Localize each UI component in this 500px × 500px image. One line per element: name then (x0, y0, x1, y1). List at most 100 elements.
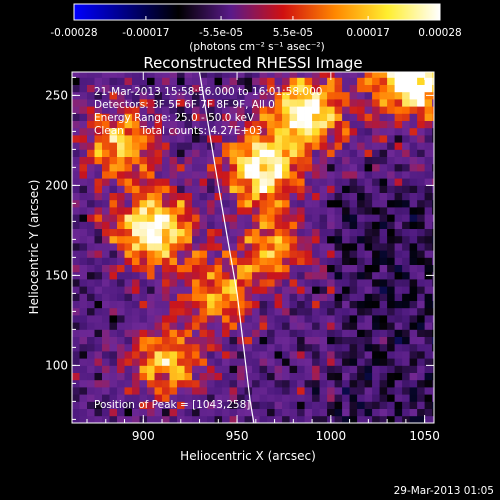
heatmap-cell (304, 257, 313, 265)
heatmap-cell (394, 99, 403, 107)
heatmap-cell (244, 228, 253, 237)
heatmap-cell (417, 307, 426, 316)
heatmap-cell (229, 300, 238, 309)
annotation-method-counts: Clean Total counts: 4.27E+03 (94, 125, 263, 137)
heatmap-cell (72, 300, 80, 309)
heatmap-cell (184, 228, 193, 237)
heatmap-cell (417, 171, 426, 179)
heatmap-cell (139, 99, 148, 107)
heatmap-cell (297, 365, 305, 373)
heatmap-cell (282, 365, 290, 373)
heatmap-cell (424, 171, 433, 179)
heatmap-cell (319, 171, 328, 179)
heatmap-cell (169, 329, 178, 337)
heatmap-cell (297, 279, 305, 287)
heatmap-cell (372, 372, 381, 381)
heatmap-cell (304, 171, 313, 179)
heatmap-cell (214, 379, 223, 388)
heatmap-cell (274, 214, 283, 222)
heatmap-cell (177, 401, 185, 409)
heatmap-cell (192, 106, 200, 114)
heatmap-cell (417, 228, 426, 237)
plot-frame (71, 71, 435, 424)
heatmap-cell (424, 192, 433, 201)
heatmap-cell (237, 72, 245, 78)
heatmap-cell (267, 286, 275, 294)
heatmap-cell (357, 235, 366, 244)
heatmap-cell (154, 221, 163, 229)
heatmap-cell (132, 77, 140, 85)
heatmap-cell (394, 113, 403, 121)
heatmap-cell (184, 99, 193, 107)
heatmap-cell (379, 372, 388, 381)
heatmap-cell (102, 243, 110, 251)
heatmap-cell (117, 372, 125, 381)
heatmap-cell (132, 415, 140, 423)
heatmap-cell (259, 77, 268, 85)
heatmap-cell (109, 106, 118, 114)
heatmap-cell (364, 185, 373, 193)
heatmap-cell (364, 286, 373, 294)
heatmap-cell (102, 178, 110, 186)
heatmap-cell (334, 228, 343, 237)
heatmap-cell (282, 113, 290, 121)
heatmap-cell (72, 401, 80, 409)
heatmap-cell (402, 106, 411, 114)
heatmap-cell (394, 221, 403, 229)
heatmap-cell (409, 120, 418, 129)
heatmap-cell (79, 120, 88, 129)
heatmap-cell (342, 415, 350, 423)
heatmap-cell (319, 351, 328, 359)
heatmap-cell (282, 135, 290, 143)
heatmap-cell (244, 250, 253, 258)
heatmap-cell (214, 372, 223, 381)
heatmap-cell (102, 171, 110, 179)
heatmap-cell (79, 286, 88, 294)
heatmap-cell (304, 228, 313, 237)
heatmap-cell (237, 279, 245, 287)
heatmap-cell (237, 207, 245, 215)
heatmap-cell (379, 300, 388, 309)
heatmap-cell (109, 401, 118, 409)
heatmap-cell (379, 358, 388, 366)
heatmap-cell (417, 279, 426, 287)
heatmap-cell (229, 264, 238, 273)
heatmap-cell (282, 379, 290, 388)
heatmap-cell (424, 293, 433, 301)
heatmap-cell (237, 271, 245, 280)
heatmap-cell (139, 192, 148, 201)
heatmap-cell (402, 207, 411, 215)
heatmap-cell (94, 394, 103, 402)
heatmap-cell (259, 99, 268, 107)
heatmap-cell (372, 401, 381, 409)
heatmap-cell (124, 84, 133, 93)
heatmap-cell (267, 415, 275, 423)
heatmap-cell (334, 142, 343, 150)
x-axis-label: Heliocentric X (arcsec) (180, 449, 316, 463)
heatmap-cell (312, 113, 320, 121)
heatmap-cell (274, 394, 283, 402)
heatmap-cell (432, 243, 434, 251)
heatmap-cell (117, 315, 125, 323)
heatmap-cell (109, 387, 118, 395)
heatmap-cell (297, 250, 305, 258)
heatmap-cell (267, 142, 275, 150)
heatmap-cell (132, 199, 140, 208)
heatmap-cell (402, 257, 411, 265)
heatmap-cell (222, 271, 230, 280)
heatmap-cell (327, 192, 335, 201)
heatmap-cell (199, 113, 208, 121)
heatmap-cell (319, 257, 328, 265)
heatmap-cell (117, 142, 125, 150)
heatmap-cell (87, 135, 95, 143)
heatmap-cell (289, 286, 298, 294)
heatmap-cell (252, 77, 260, 85)
heatmap-cell (214, 264, 223, 273)
heatmap-cell (87, 77, 95, 85)
heatmap-cell (124, 77, 133, 85)
heatmap-cell (282, 394, 290, 402)
heatmap-cell (259, 243, 268, 251)
heatmap-cell (139, 401, 148, 409)
heatmap-cell (214, 156, 223, 165)
heatmap-cell (274, 307, 283, 316)
